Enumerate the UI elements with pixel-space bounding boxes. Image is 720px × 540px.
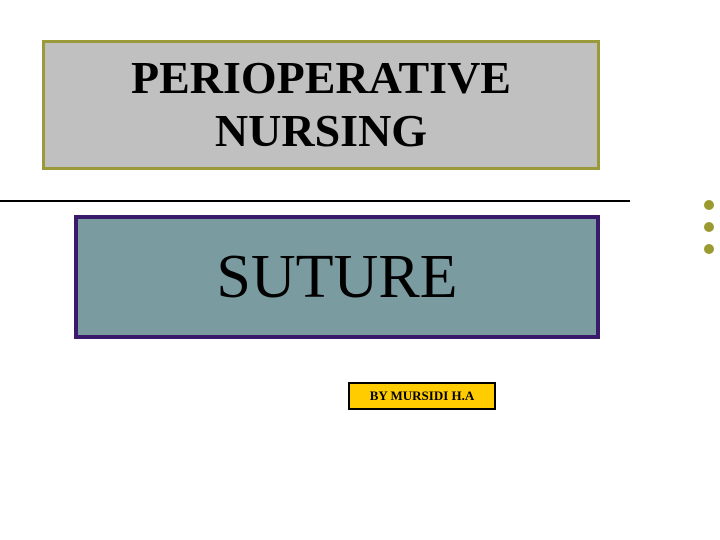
dot-icon [704, 200, 714, 210]
title-box: PERIOPERATIVE NURSING [42, 40, 600, 170]
subtitle-text: SUTURE [216, 242, 457, 313]
subtitle-box: SUTURE [74, 215, 600, 339]
title-text: PERIOPERATIVE NURSING [45, 52, 597, 158]
author-text: BY MURSIDI H.A [370, 388, 475, 404]
author-box: BY MURSIDI H.A [348, 382, 496, 410]
horizontal-divider [0, 200, 630, 202]
dot-icon [704, 244, 714, 254]
dot-icon [704, 222, 714, 232]
